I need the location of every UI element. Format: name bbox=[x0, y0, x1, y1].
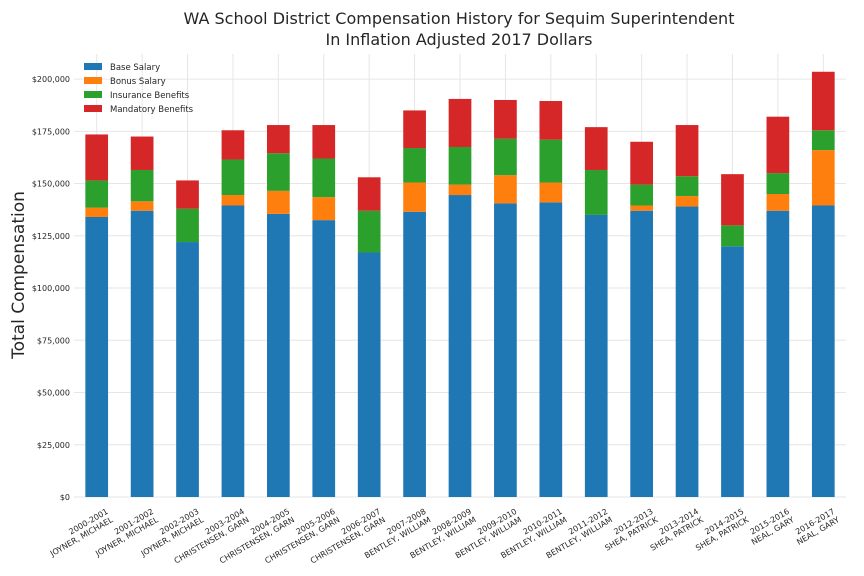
y-tick-label: $100,000 bbox=[32, 284, 70, 293]
bar-base-salary bbox=[357, 252, 381, 497]
y-tick-label: $25,000 bbox=[37, 441, 70, 450]
bar-insurance-benefits bbox=[221, 159, 245, 196]
bar-mandatory-benefits bbox=[721, 174, 744, 226]
bar-bonus-salary bbox=[85, 207, 109, 217]
bar-mandatory-benefits bbox=[130, 136, 154, 170]
bar-bonus-salary bbox=[675, 196, 699, 207]
bar-mandatory-benefits bbox=[357, 177, 381, 211]
bar-mandatory-benefits bbox=[85, 134, 109, 181]
bars bbox=[85, 71, 835, 498]
y-tick-label: $0 bbox=[60, 493, 70, 502]
chart-title: WA School District Compensation History … bbox=[184, 9, 735, 28]
bar-insurance-benefits bbox=[85, 180, 109, 208]
bar-mandatory-benefits bbox=[448, 98, 472, 147]
bar-bonus-salary bbox=[630, 205, 653, 211]
bar-mandatory-benefits bbox=[403, 110, 426, 149]
bar-mandatory-benefits bbox=[811, 71, 835, 131]
bar-bonus-salary bbox=[221, 195, 245, 206]
y-tick-label: $50,000 bbox=[37, 389, 70, 398]
bar-insurance-benefits bbox=[766, 173, 790, 195]
legend-label: Base Salary bbox=[110, 63, 160, 73]
bar-insurance-benefits bbox=[584, 169, 608, 215]
bar-bonus-salary bbox=[312, 197, 336, 221]
bar-bonus-salary bbox=[403, 182, 426, 212]
bar-mandatory-benefits bbox=[221, 130, 245, 160]
bar-insurance-benefits bbox=[448, 146, 472, 185]
bar-insurance-benefits bbox=[130, 169, 154, 202]
bar-bonus-salary bbox=[267, 190, 290, 214]
bar-mandatory-benefits bbox=[312, 125, 336, 159]
bar-insurance-benefits bbox=[267, 153, 290, 191]
y-tick-labels: $0 $25,000 $50,000 $75,000 $100,000 $125,000 $… bbox=[32, 75, 70, 502]
bar-base-salary bbox=[539, 202, 563, 497]
legend: Base Salary Bonus Salary Insurance Benefit… bbox=[84, 63, 194, 115]
bar-insurance-benefits bbox=[721, 225, 744, 247]
bar-mandatory-benefits bbox=[539, 101, 563, 140]
bar-base-salary bbox=[766, 210, 790, 498]
x-tick-labels: 2000-2001JOYNER, MICHAEL2001-2002JOYNER,… bbox=[48, 507, 842, 565]
bar-base-salary bbox=[403, 211, 426, 497]
bar-insurance-benefits bbox=[811, 130, 835, 151]
bar-bonus-salary bbox=[811, 150, 835, 206]
legend-label: Insurance Benefits bbox=[110, 91, 190, 101]
bar-insurance-benefits bbox=[494, 138, 517, 176]
bar-base-salary bbox=[494, 203, 517, 497]
bar-base-salary bbox=[176, 242, 199, 497]
bar-base-salary bbox=[584, 214, 608, 497]
bar-base-salary bbox=[267, 213, 290, 497]
legend-label: Bonus Salary bbox=[110, 77, 166, 87]
legend-label: Mandatory Benefits bbox=[110, 105, 194, 115]
bar-base-salary bbox=[721, 246, 744, 497]
bar-bonus-salary bbox=[130, 201, 154, 211]
bar-mandatory-benefits bbox=[630, 141, 653, 185]
bar-insurance-benefits bbox=[357, 210, 381, 253]
bar-base-salary bbox=[811, 205, 835, 498]
legend-swatch bbox=[84, 63, 102, 70]
bar-insurance-benefits bbox=[675, 176, 699, 197]
bar-bonus-salary bbox=[448, 184, 472, 196]
bar-mandatory-benefits bbox=[675, 125, 699, 177]
bar-mandatory-benefits bbox=[584, 127, 608, 170]
bar-base-salary bbox=[312, 220, 336, 497]
bar-mandatory-benefits bbox=[267, 125, 290, 154]
legend-swatch bbox=[84, 77, 102, 84]
bar-base-salary bbox=[448, 195, 472, 497]
bar-base-salary bbox=[630, 210, 653, 498]
bar-mandatory-benefits bbox=[494, 99, 517, 139]
y-axis-label: Total Compensation bbox=[9, 191, 29, 360]
bar-insurance-benefits bbox=[312, 158, 336, 198]
bar-bonus-salary bbox=[766, 194, 790, 211]
bar-bonus-salary bbox=[494, 175, 517, 204]
legend-swatch bbox=[84, 91, 102, 98]
bar-mandatory-benefits bbox=[766, 116, 790, 174]
bar-bonus-salary bbox=[539, 182, 563, 203]
y-tick-label: $75,000 bbox=[37, 336, 70, 345]
legend-swatch bbox=[84, 105, 102, 112]
bar-insurance-benefits bbox=[539, 139, 563, 183]
bar-base-salary bbox=[85, 216, 109, 497]
bar-insurance-benefits bbox=[630, 184, 653, 206]
bar-base-salary bbox=[221, 205, 245, 498]
bar-insurance-benefits bbox=[176, 208, 199, 243]
bar-base-salary bbox=[130, 210, 154, 498]
bar-insurance-benefits bbox=[403, 148, 426, 183]
y-tick-label: $150,000 bbox=[32, 180, 70, 189]
y-tick-label: $200,000 bbox=[32, 75, 70, 84]
bar-mandatory-benefits bbox=[176, 180, 199, 209]
chart-subtitle: In Inflation Adjusted 2017 Dollars bbox=[325, 30, 592, 49]
y-tick-label: $125,000 bbox=[32, 232, 70, 241]
x-tick-label: 2016-2017NEAL, GARY bbox=[791, 507, 842, 547]
y-tick-label: $175,000 bbox=[32, 127, 70, 136]
bar-base-salary bbox=[675, 206, 699, 497]
x-tick-label: 2015-2016NEAL, GARY bbox=[745, 507, 796, 547]
